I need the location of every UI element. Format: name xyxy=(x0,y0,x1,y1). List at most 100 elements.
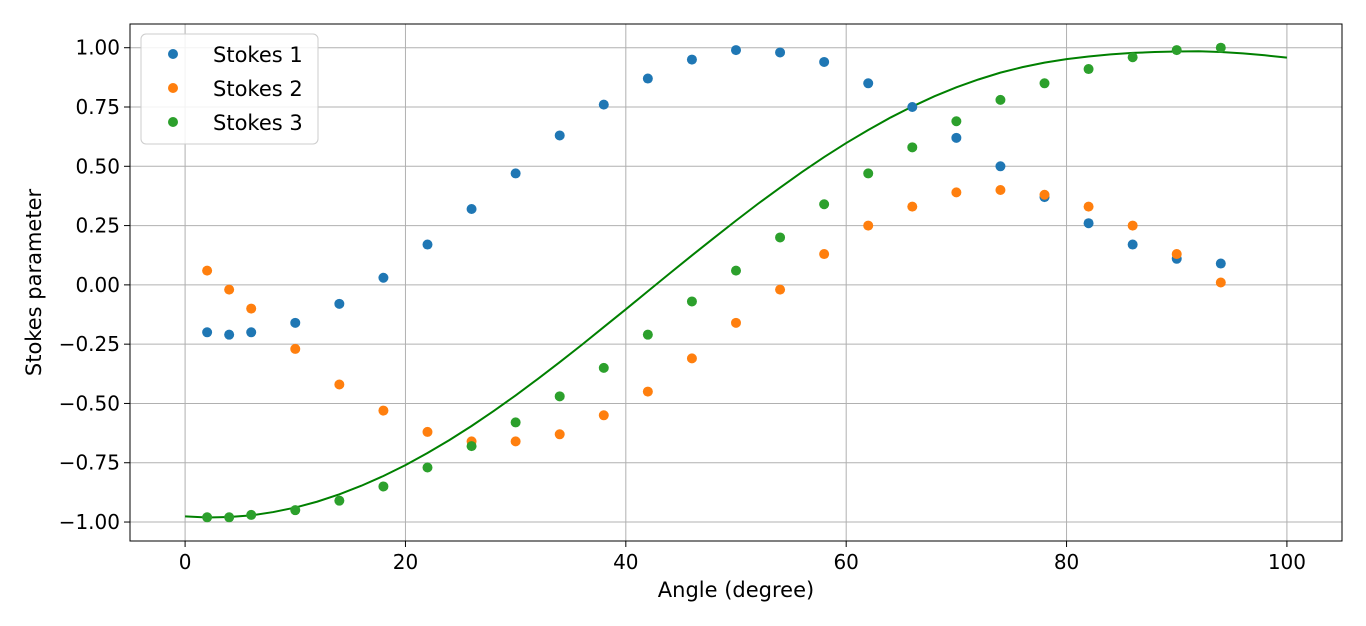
stokes-2-point xyxy=(907,201,918,212)
stokes-1-point xyxy=(819,56,830,67)
stokes-3-point xyxy=(1127,52,1138,63)
y-tick-label: 0.00 xyxy=(75,273,120,297)
legend-label-stokes-3: Stokes 3 xyxy=(213,111,303,135)
stokes-3-point xyxy=(995,94,1006,105)
stokes-2-point xyxy=(775,284,786,295)
stokes-3-point xyxy=(290,505,301,516)
stokes-2-point xyxy=(510,436,521,447)
stokes-1-point xyxy=(995,161,1006,172)
stokes-1-point xyxy=(466,203,477,214)
stokes-3-point xyxy=(863,168,874,179)
stokes-2-point xyxy=(995,185,1006,196)
stokes-1-point xyxy=(642,73,653,84)
legend-label-stokes-1: Stokes 1 xyxy=(213,43,303,67)
stokes-1-point xyxy=(686,54,697,65)
legend-box xyxy=(140,33,319,145)
stokes-1-point xyxy=(378,272,389,283)
stokes-3-point xyxy=(1083,64,1094,75)
y-tick-label: −0.75 xyxy=(59,451,120,475)
legend-marker-stokes-2 xyxy=(168,83,178,93)
stokes-3-point xyxy=(422,462,433,473)
y-tick-label: 0.50 xyxy=(75,154,120,178)
x-tick-label: 80 xyxy=(1054,550,1079,574)
stokes-3-point xyxy=(1039,78,1050,89)
stokes-2-point xyxy=(1215,277,1226,288)
stokes-3-point xyxy=(731,265,741,276)
legend-marker-stokes-1 xyxy=(168,49,178,59)
stokes-3-point xyxy=(1215,42,1226,53)
plot-frame xyxy=(129,23,1343,542)
stokes-2-point xyxy=(1171,249,1182,260)
stokes-1-point xyxy=(202,327,213,338)
stokes-2-point xyxy=(1127,220,1138,231)
stokes-1-point xyxy=(334,298,345,309)
fit-curve-line xyxy=(185,50,1288,519)
x-tick-label: 60 xyxy=(833,550,858,574)
legend-marker-stokes-3 xyxy=(168,117,178,127)
stokes-3-point xyxy=(202,512,213,523)
stokes-3-point xyxy=(246,509,257,520)
stokes-2-point xyxy=(1039,189,1050,200)
stokes-1-point xyxy=(422,239,433,250)
fit-curve-layer xyxy=(185,50,1288,519)
stokes-2-point xyxy=(598,410,609,421)
stokes-3-point xyxy=(951,116,962,127)
stokes-2-point xyxy=(246,303,257,314)
y-axis-label: Stokes parameter xyxy=(22,189,46,377)
y-tick-label: −0.50 xyxy=(59,391,120,415)
stokes-1-point xyxy=(1127,239,1138,250)
x-tick-label: 0 xyxy=(179,550,192,574)
stokes-1-point xyxy=(951,132,962,143)
x-tick-label: 40 xyxy=(613,550,638,574)
series-stokes-3 xyxy=(202,42,1226,523)
x-tick-label: 100 xyxy=(1268,550,1306,574)
legend-label-stokes-2: Stokes 2 xyxy=(213,77,303,101)
y-tick-label: −0.25 xyxy=(59,332,120,356)
data-points-layer xyxy=(202,42,1226,523)
series-stokes-2 xyxy=(202,185,1226,447)
stokes-3-point xyxy=(554,391,565,402)
stokes-3-point xyxy=(378,481,389,492)
stokes-1-point xyxy=(290,317,301,328)
x-tick-label: 20 xyxy=(393,550,418,574)
stokes-1-point xyxy=(775,47,786,58)
legend: Stokes 1 Stokes 2 Stokes 3 xyxy=(140,33,319,145)
stokes-3-point xyxy=(1171,45,1182,56)
stokes-3-point xyxy=(224,512,235,523)
stokes-1-point xyxy=(907,102,918,113)
stokes-1-point xyxy=(246,327,257,338)
stokes-1-point xyxy=(510,168,521,179)
x-axis-label: Angle (degree) xyxy=(658,578,814,602)
y-tick-label: −1.00 xyxy=(59,510,120,534)
stokes-1-point xyxy=(224,329,235,340)
stokes-3-point xyxy=(642,329,653,340)
stokes-2-point xyxy=(290,343,301,354)
stokes-3-point xyxy=(510,417,521,428)
stokes-1-point xyxy=(554,130,565,141)
stokes-2-point xyxy=(224,284,235,295)
stokes-2-point xyxy=(1083,201,1094,212)
stokes-3-point xyxy=(819,199,830,210)
stokes-1-point xyxy=(598,99,609,110)
stokes-2-point xyxy=(686,353,697,364)
stokes-1-point xyxy=(1083,218,1094,229)
axis-ticks: 0 20 40 60 80 100 1.00 0.75 0.50 0.25 0.00 −0.25 −0.… xyxy=(59,36,1306,574)
stokes-3-point xyxy=(907,142,918,153)
y-tick-label: 1.00 xyxy=(75,36,120,60)
stokes-3-point xyxy=(775,232,786,243)
stokes-3-point xyxy=(466,441,477,452)
stokes-3-point xyxy=(686,296,697,307)
stokes-2-point xyxy=(334,379,345,390)
stokes-2-point xyxy=(422,426,433,437)
stokes-1-point xyxy=(731,45,741,56)
stokes-1-point xyxy=(863,78,874,89)
y-tick-label: 0.25 xyxy=(75,214,120,238)
stokes-2-point xyxy=(378,405,389,416)
stokes-2-point xyxy=(202,265,213,276)
stokes-2-point xyxy=(863,220,874,231)
stokes-3-point xyxy=(334,495,345,506)
stokes-3-point xyxy=(598,362,609,373)
series-stokes-1 xyxy=(202,45,1226,340)
stokes-1-point xyxy=(1215,258,1226,269)
